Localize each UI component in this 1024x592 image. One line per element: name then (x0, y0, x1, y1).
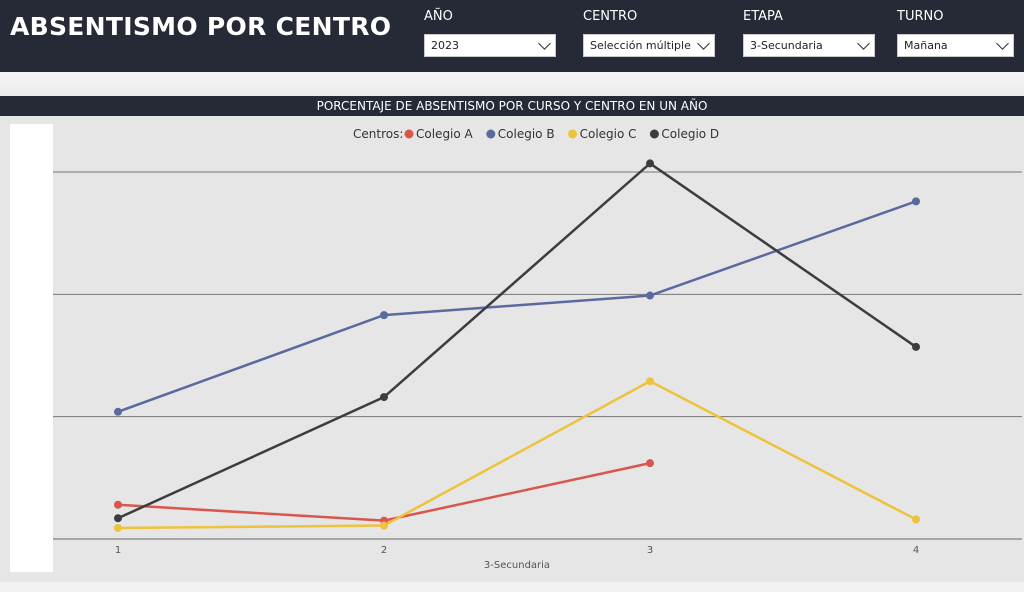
legend-item-colegio-c: Colegio C (580, 127, 637, 141)
x-tick-label: 4 (913, 545, 919, 556)
legend-marker-colegio-d (649, 129, 659, 139)
data-point-colegio-d (380, 393, 388, 402)
data-point-colegio-c (380, 521, 388, 530)
separator-band (0, 72, 1024, 96)
filter-stage-label: ETAPA (743, 9, 783, 24)
data-point-colegio-d (114, 514, 122, 523)
page-title: ABSENTISMO POR CENTRO (10, 12, 392, 41)
data-point-colegio-c (114, 523, 122, 532)
series-line-colegio-d (117, 162, 917, 520)
x-tick-label: 3 (647, 545, 653, 556)
y-axis-panel (10, 124, 53, 572)
legend-title: Centros: (353, 127, 403, 141)
legend-marker-colegio-b (486, 129, 496, 139)
data-point-colegio-b (646, 291, 654, 300)
filter-center-label: CENTRO (583, 9, 638, 24)
data-point-colegio-d (912, 342, 920, 351)
filter-year-value: 2023 (431, 39, 459, 52)
legend-marker-colegio-c (568, 129, 578, 139)
header-bar: ABSENTISMO POR CENTRO AÑO 2023 CENTRO Se… (0, 0, 1024, 72)
legend-item-colegio-d: Colegio D (661, 127, 719, 141)
filter-stage-value: 3-Secundaria (750, 39, 823, 52)
chart-area (0, 116, 1024, 582)
filter-stage-select[interactable]: 3-Secundaria (743, 34, 875, 57)
bottom-band (0, 582, 1024, 592)
filter-center-select[interactable]: Selección múltiple (583, 34, 715, 57)
filter-shift-label: TURNO (897, 9, 944, 24)
legend-item-colegio-a: Colegio A (416, 127, 474, 141)
filter-shift-select[interactable]: Mañana (897, 34, 1014, 57)
legend-marker-colegio-a (404, 129, 414, 139)
x-tick-label: 2 (381, 545, 387, 556)
filter-shift-value: Mañana (904, 39, 948, 52)
filter-year-select[interactable]: 2023 (424, 34, 556, 57)
x-axis-label: 3-Secundaria (484, 560, 550, 571)
data-point-colegio-c (912, 515, 920, 524)
data-point-colegio-b (380, 311, 388, 320)
filter-year: AÑO 2023 (424, 9, 556, 57)
filter-year-label: AÑO (424, 9, 453, 24)
legend-item-colegio-b: Colegio B (498, 127, 555, 141)
series-line-colegio-c (117, 379, 917, 530)
series-line-colegio-a (117, 461, 651, 522)
data-point-colegio-b (912, 197, 920, 206)
data-point-colegio-a (646, 459, 654, 468)
data-point-colegio-b (114, 407, 122, 416)
filter-center: CENTRO Selección múltiple (583, 9, 715, 57)
filter-center-value: Selección múltiple (590, 39, 691, 52)
series-line-colegio-b (117, 200, 917, 413)
x-tick-label: 1 (115, 545, 121, 556)
chart-title: PORCENTAJE DE ABSENTISMO POR CURSO Y CEN… (0, 96, 1024, 116)
filter-stage: ETAPA 3-Secundaria (743, 9, 875, 57)
filter-shift: TURNO Mañana (897, 9, 1014, 57)
data-point-colegio-c (646, 377, 654, 386)
data-point-colegio-d (646, 159, 654, 168)
data-point-colegio-a (114, 500, 122, 509)
